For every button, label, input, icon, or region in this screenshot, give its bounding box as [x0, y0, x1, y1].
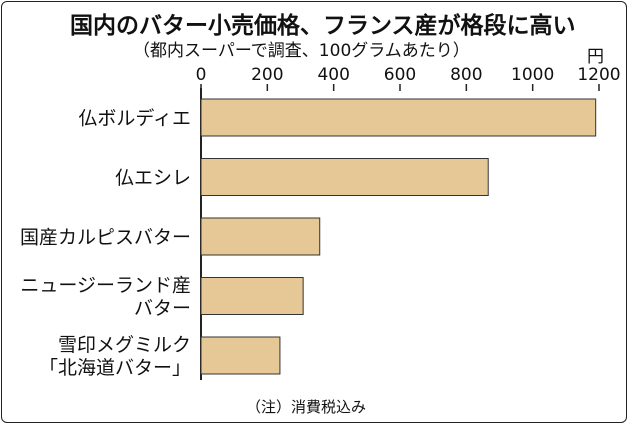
bar: [200, 217, 321, 256]
axis-unit-label: 円: [587, 47, 604, 67]
bar: [200, 98, 597, 137]
bar: [200, 277, 304, 315]
footnote: （注）消費税込み: [246, 398, 367, 416]
bar: [200, 336, 281, 375]
x-tick-label: 1200: [577, 65, 620, 85]
category-label: 仏エシレ: [115, 167, 191, 189]
x-tick-label: 400: [317, 65, 349, 85]
x-tick-label: 800: [450, 65, 482, 85]
x-tick-label: 200: [251, 65, 283, 85]
category-label: 仏ボルディエ: [78, 108, 191, 130]
chart-title: 国内のバター小売価格、フランス産が格段に高い: [70, 13, 576, 39]
bar: [200, 158, 489, 196]
category-label: 「北海道バター」: [39, 357, 191, 379]
x-tick-label: 1000: [511, 65, 554, 85]
category-label: ニュージーランド産: [20, 275, 191, 297]
category-label: 国産カルピスバター: [20, 227, 191, 249]
category-label: バター: [134, 298, 191, 320]
x-tick-label: 600: [384, 65, 416, 85]
x-tick-label: 0: [196, 65, 207, 85]
chart-subtitle: （都内スーパーで調査、100グラムあたり）: [133, 41, 470, 61]
category-label: 雪印メグミルク: [58, 334, 191, 356]
